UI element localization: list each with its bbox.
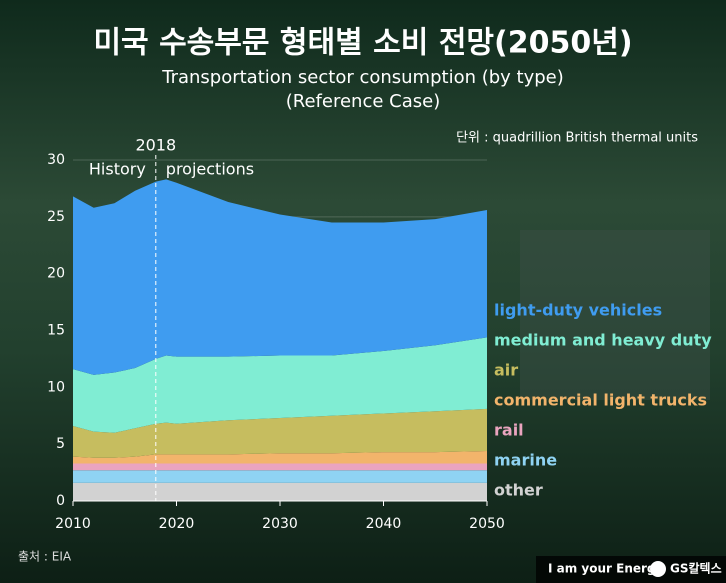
unit-label: 단위 : quadrillion British thermal units — [456, 131, 698, 146]
y-tick-label: 25 — [47, 209, 65, 225]
area — [73, 179, 487, 375]
legend-label: commercial light trucks — [494, 391, 707, 410]
forecast-year: 2018 — [135, 136, 176, 155]
brand-logo — [650, 561, 666, 577]
y-tick-label: 20 — [47, 266, 65, 282]
y-tick-label: 30 — [47, 152, 65, 168]
truck-photo — [520, 230, 710, 400]
x-tick-label: 2050 — [469, 516, 505, 532]
chart-subtitle: (Reference Case) — [286, 91, 440, 112]
legend-label: marine — [494, 451, 557, 470]
footer-brand: GS칼텍스 — [670, 561, 722, 576]
area — [73, 408, 487, 458]
projection-label: projections — [166, 160, 254, 179]
footer-slogan: I am your Energy — [548, 562, 664, 576]
x-tick-label: 2010 — [55, 516, 91, 532]
source: 출처 : EIA — [18, 550, 72, 564]
area — [73, 470, 487, 483]
footer-bar — [536, 556, 726, 583]
y-tick-label: 10 — [47, 379, 65, 395]
chart-title: 미국 수송부문 형태별 소비 전망(2050년) — [93, 26, 632, 61]
legend-label: air — [494, 361, 518, 380]
legend-label: medium and heavy duty — [494, 331, 712, 350]
y-tick-label: 5 — [56, 436, 65, 452]
legend-label: light-duty vehicles — [494, 301, 662, 320]
x-tick-label: 2020 — [159, 516, 195, 532]
y-tick-label: 15 — [47, 323, 65, 339]
x-tick-label: 2030 — [262, 516, 298, 532]
area — [73, 337, 487, 433]
x-tick-label: 2040 — [366, 516, 402, 532]
area — [73, 482, 487, 501]
legend-label: rail — [494, 421, 524, 440]
area — [73, 463, 487, 471]
legend-label: other — [494, 481, 543, 500]
chart-subtitle: Transportation sector consumption (by ty… — [161, 67, 564, 88]
history-label: History — [89, 160, 146, 179]
y-tick-label: 0 — [56, 493, 65, 509]
area — [73, 450, 487, 464]
